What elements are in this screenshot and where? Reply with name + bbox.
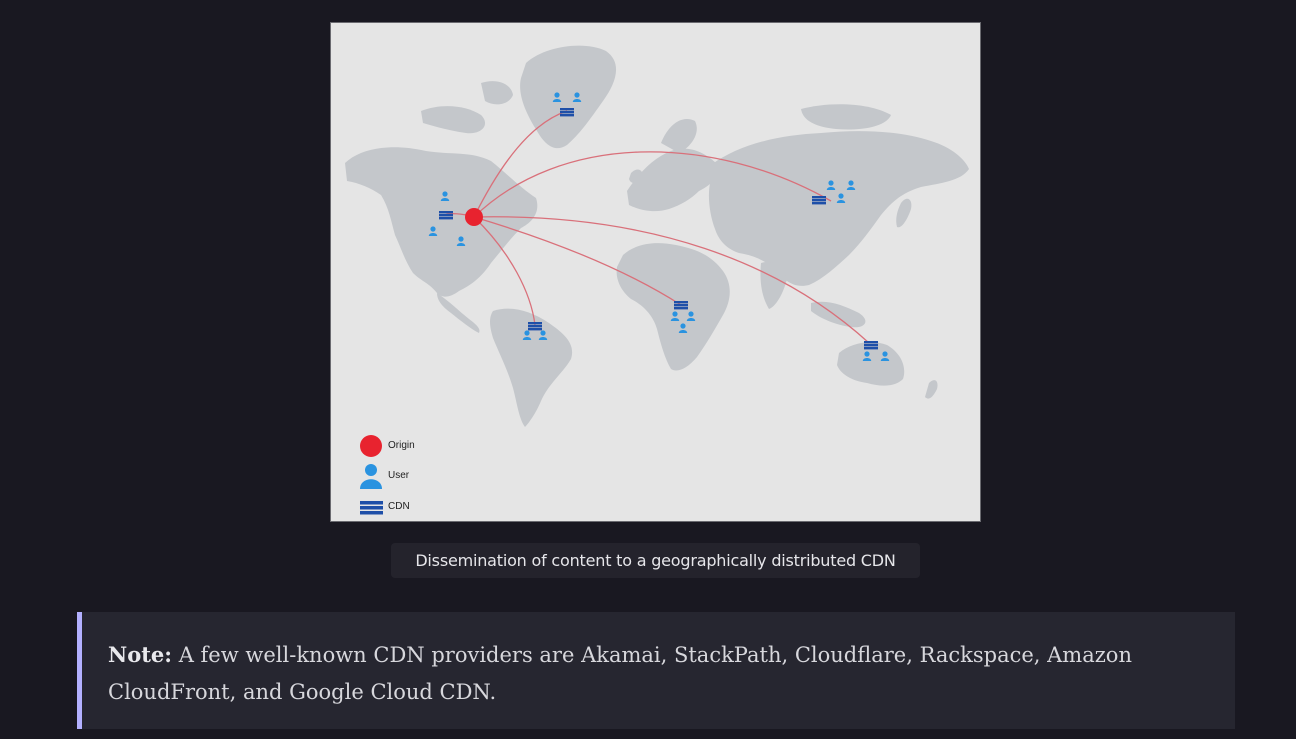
siberia-north-shape — [801, 104, 891, 130]
central-america-shape — [437, 293, 480, 333]
uk-shape — [629, 169, 643, 184]
link-africa — [473, 216, 682, 306]
legend-cdn-label: CDN — [388, 501, 410, 512]
legend-cdn-icon — [360, 501, 383, 515]
link-asia — [473, 151, 832, 218]
link-australia — [473, 216, 870, 344]
japan-shape — [896, 198, 912, 228]
africa-shape — [616, 243, 730, 371]
south-america-shape — [490, 308, 573, 427]
scandinavia-shape — [661, 119, 697, 153]
arctic-island-shape — [481, 81, 513, 105]
legend-user-icon — [360, 464, 382, 489]
figure-caption: Dissemination of content to a geographic… — [391, 543, 920, 578]
legend-origin-label: Origin — [388, 440, 415, 451]
southeast-asia-islands-shape — [811, 301, 866, 328]
land-masses — [345, 45, 969, 427]
cdn-links — [444, 110, 870, 344]
link-south-america — [473, 216, 536, 326]
greenland-shape — [520, 45, 617, 149]
north-america-shape — [345, 147, 538, 297]
note-callout: Note: A few well-known CDN providers are… — [77, 612, 1235, 729]
note-label: Note: — [108, 642, 173, 667]
legend-origin-icon — [360, 435, 382, 457]
new-zealand-shape — [925, 380, 938, 399]
canada-arctic-shape — [421, 106, 486, 134]
legend-user-label: User — [388, 470, 410, 481]
cdn-world-map-figure: Origin User CDN — [330, 22, 981, 522]
world-map — [345, 45, 969, 515]
link-greenland — [473, 110, 568, 218]
asia-shape — [708, 131, 969, 286]
europe-shape — [627, 148, 719, 212]
origin-node — [465, 208, 483, 226]
note-text: A few well-known CDN providers are Akama… — [108, 643, 1132, 704]
